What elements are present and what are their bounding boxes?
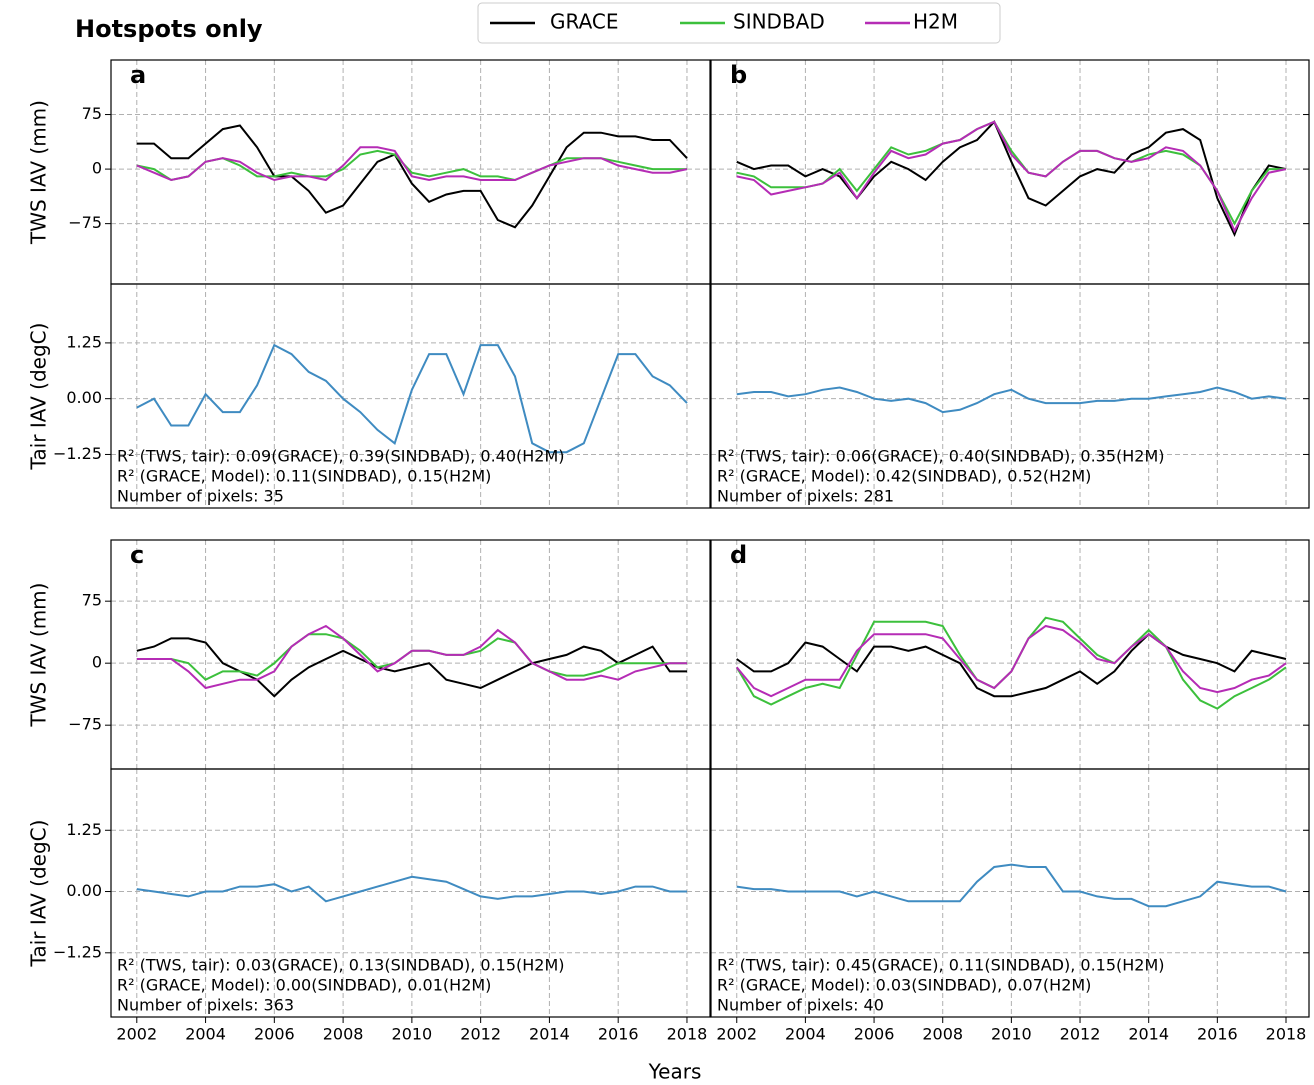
x-tick-label: 2004	[785, 1025, 826, 1044]
axes-frame	[710, 539, 1310, 770]
axes-frame	[110, 539, 711, 770]
annotation: R² (GRACE, Model): 0.00(SINDBAD), 0.01(H…	[117, 976, 491, 995]
y-axis-label: Tair IAV (degC)	[27, 820, 51, 968]
axes-frame	[710, 59, 1310, 285]
x-tick-label: 2018	[667, 1025, 708, 1044]
y-tick-label: 1.25	[66, 820, 102, 839]
x-tick-label: 2012	[460, 1025, 501, 1044]
y-tick-label: 0	[92, 653, 102, 672]
y-tick-label: −1.25	[53, 942, 102, 961]
annotation: Number of pixels: 35	[117, 487, 284, 506]
annotation: R² (TWS, tair): 0.09(GRACE), 0.39(SINDBA…	[117, 447, 565, 466]
series-line	[136, 343, 688, 454]
series-line	[136, 875, 687, 903]
panel-label: a	[130, 61, 146, 89]
y-tick-label: −1.25	[53, 444, 102, 463]
legend-label: H2M	[913, 10, 958, 34]
y-axis-label: TWS IAV (mm)	[27, 100, 51, 245]
annotation: Number of pixels: 40	[717, 996, 884, 1015]
legend	[477, 2, 1001, 44]
x-tick-label: 2016	[598, 1025, 639, 1044]
series-line	[136, 624, 687, 690]
legend-label: SINDBAD	[733, 10, 825, 34]
series-line	[136, 124, 688, 229]
annotation: R² (TWS, tair): 0.45(GRACE), 0.11(SINDBA…	[717, 956, 1165, 975]
x-tick-label: 2008	[922, 1025, 963, 1044]
x-axis-label: Years	[648, 1060, 702, 1084]
x-tick-label: 2002	[116, 1025, 157, 1044]
x-tick-label: 2006	[254, 1025, 295, 1044]
x-tick-label: 2012	[1060, 1025, 1101, 1044]
y-tick-label: 0	[92, 159, 102, 178]
annotation: Number of pixels: 281	[717, 487, 894, 506]
y-tick-label: −75	[68, 213, 102, 232]
x-tick-label: 2008	[323, 1025, 364, 1044]
series-line	[136, 146, 688, 182]
annotation: R² (GRACE, Model): 0.42(SINDBAD), 0.52(H…	[717, 467, 1091, 486]
y-tick-label: −75	[68, 715, 102, 734]
legend-label: GRACE	[550, 10, 619, 34]
y-tick-label: 0.00	[66, 388, 102, 407]
y-axis-label: Tair IAV (degC)	[27, 323, 51, 471]
annotation: R² (GRACE, Model): 0.11(SINDBAD), 0.15(H…	[117, 467, 491, 486]
series-line	[735, 624, 1287, 698]
x-tick-label: 2018	[1266, 1025, 1307, 1044]
panel-label: d	[730, 541, 747, 569]
y-axis-label: TWS IAV (mm)	[27, 583, 51, 728]
x-tick-label: 2004	[185, 1025, 226, 1044]
series-line	[736, 120, 1287, 238]
y-tick-label: 1.25	[66, 332, 102, 351]
axes-frame	[110, 768, 711, 1018]
x-tick-label: 2014	[1128, 1025, 1169, 1044]
axes-frame	[110, 283, 711, 509]
x-tick-label: 2014	[529, 1025, 570, 1044]
figure-title: Hotspots only	[75, 15, 263, 43]
series-line	[736, 632, 1287, 698]
x-tick-label: 2016	[1197, 1025, 1238, 1044]
y-tick-label: 0.00	[66, 881, 102, 900]
x-tick-label: 2002	[716, 1025, 757, 1044]
y-tick-label: 75	[82, 591, 102, 610]
x-tick-label: 2010	[991, 1025, 1032, 1044]
panel-label: b	[730, 61, 747, 89]
annotation: R² (TWS, tair): 0.06(GRACE), 0.40(SINDBA…	[717, 447, 1165, 466]
y-tick-label: 75	[82, 104, 102, 123]
axes-frame	[710, 768, 1310, 1018]
annotation: R² (TWS, tair): 0.03(GRACE), 0.13(SINDBA…	[117, 956, 565, 975]
panel-label: c	[130, 541, 144, 569]
series-line	[136, 637, 687, 698]
axes-frame	[710, 283, 1310, 509]
series-line	[736, 863, 1287, 908]
x-tick-label: 2006	[854, 1025, 895, 1044]
x-tick-label: 2010	[392, 1025, 433, 1044]
series-line	[736, 386, 1287, 414]
series-line	[736, 120, 1287, 234]
annotation: Number of pixels: 363	[117, 996, 294, 1015]
annotation: R² (GRACE, Model): 0.03(SINDBAD), 0.07(H…	[717, 976, 1091, 995]
